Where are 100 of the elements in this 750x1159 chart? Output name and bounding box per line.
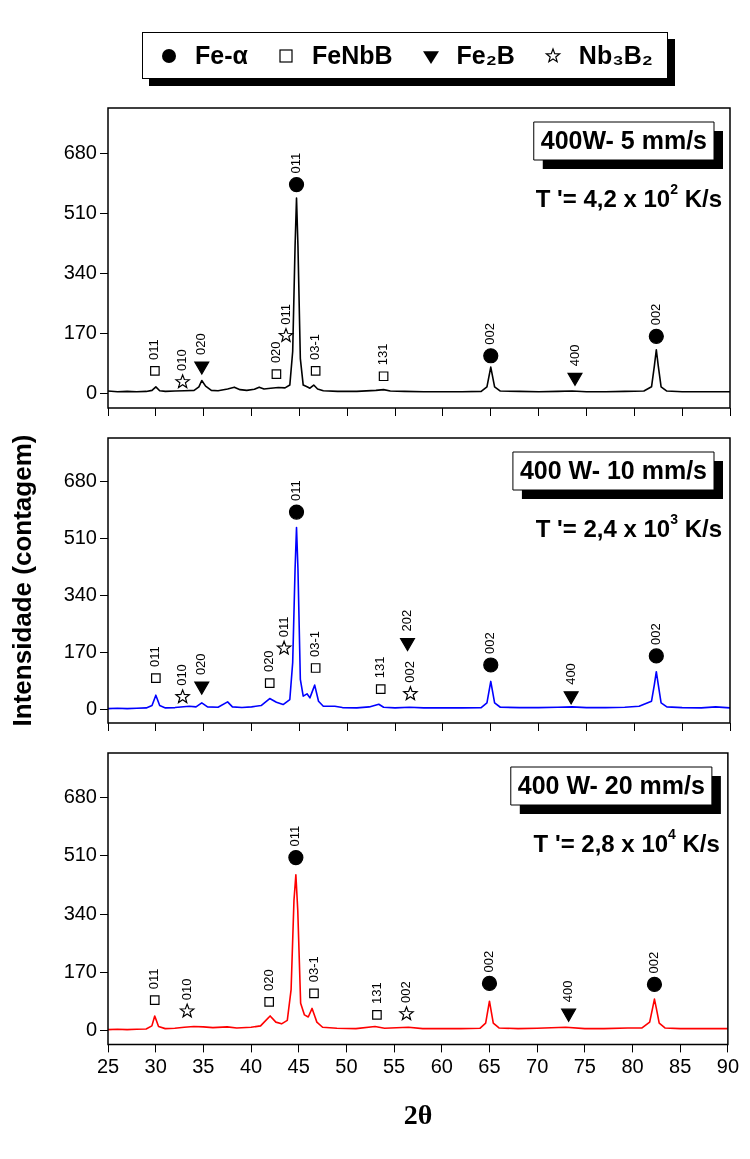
annotation: 011 xyxy=(277,303,293,325)
point xyxy=(561,1008,577,1022)
y-tick-label: 340 xyxy=(63,261,97,284)
point xyxy=(271,369,282,379)
x-tick-label: 50 xyxy=(335,1054,358,1077)
annotation: 400 xyxy=(562,663,578,685)
point xyxy=(194,681,210,695)
text: 400 W- 10 mm/s xyxy=(519,455,708,484)
annotation: 002 xyxy=(481,950,497,973)
annotation: 03-1 xyxy=(305,956,321,983)
annotation: 010 xyxy=(174,349,190,371)
point xyxy=(150,366,160,376)
x-tick-label: 90 xyxy=(716,1054,739,1077)
x-tick-label: 35 xyxy=(192,1054,215,1077)
y-tick-label: 680 xyxy=(63,469,97,492)
point xyxy=(375,684,386,694)
annotation: 400 xyxy=(560,980,576,1003)
point xyxy=(264,678,275,688)
annotation: 011 xyxy=(275,616,291,638)
y-axis-title: Intensidade (contagem) xyxy=(6,434,37,727)
x-axis-title: 2θ xyxy=(403,1099,433,1131)
point xyxy=(403,686,418,701)
annotation: 131 xyxy=(372,656,388,679)
x-tick-label: 30 xyxy=(144,1054,167,1077)
x-tick-label: 65 xyxy=(478,1054,501,1077)
point xyxy=(378,371,389,382)
point xyxy=(194,361,210,375)
point xyxy=(648,328,664,344)
point xyxy=(646,976,663,993)
annotation: 002 xyxy=(482,632,498,654)
y-tick-label: 0 xyxy=(85,381,97,404)
annotation: 002 xyxy=(398,981,414,1003)
annotation: 020 xyxy=(193,333,209,355)
x-tick-label: 60 xyxy=(430,1054,453,1077)
annotation: 011 xyxy=(288,152,304,174)
point xyxy=(175,689,190,704)
legend-label: Fe₂B xyxy=(456,41,515,70)
legend-label: Nb₃B₂ xyxy=(578,41,653,70)
annotation: 011 xyxy=(146,339,162,360)
annotation: 03-1 xyxy=(307,333,323,360)
y-tick-label: 680 xyxy=(63,141,97,164)
annotation: 002 xyxy=(482,323,498,345)
point xyxy=(288,176,305,193)
annotation: 010 xyxy=(174,664,190,686)
point xyxy=(483,657,499,673)
y-tick-label: 0 xyxy=(85,1018,97,1041)
y-tick-label: 170 xyxy=(63,959,97,982)
point xyxy=(151,673,161,683)
point xyxy=(372,1010,382,1020)
point xyxy=(276,640,292,655)
text: 400 W- 20 mm/s xyxy=(517,770,705,799)
x-tick-label: 80 xyxy=(621,1054,644,1077)
text: 400W- 5 mm/s xyxy=(540,125,708,154)
annotation: 03-1 xyxy=(307,630,323,658)
y-tick-label: 170 xyxy=(63,321,97,344)
x-tick-label: 75 xyxy=(573,1054,596,1077)
annotation: 202 xyxy=(399,609,415,632)
point xyxy=(278,328,294,342)
point xyxy=(310,663,321,673)
annotation: 020 xyxy=(193,653,209,676)
x-tick-label: 45 xyxy=(287,1054,310,1077)
x-tick-label: 40 xyxy=(239,1054,263,1077)
y-tick-label: 0 xyxy=(85,697,97,720)
point xyxy=(175,374,190,389)
x-tick-label: 85 xyxy=(669,1054,692,1077)
annotation: 011 xyxy=(146,968,162,990)
y-tick-label: 510 xyxy=(63,201,97,224)
point xyxy=(567,372,583,386)
annotation: 131 xyxy=(375,343,391,366)
point xyxy=(309,988,319,999)
annotation: 020 xyxy=(268,341,283,364)
y-tick-label: 170 xyxy=(63,640,97,663)
annotation: 131 xyxy=(368,982,384,1004)
point xyxy=(310,366,321,376)
point xyxy=(648,648,664,664)
annotation: 002 xyxy=(647,303,663,326)
point xyxy=(179,1003,195,1018)
annotation: 002 xyxy=(646,951,662,974)
annotation: 400 xyxy=(566,344,582,367)
y-tick-label: 680 xyxy=(63,785,97,808)
x-tick-label: 70 xyxy=(526,1054,549,1077)
annotation: 011 xyxy=(147,646,163,668)
x-tick-label: 55 xyxy=(382,1054,406,1077)
point xyxy=(563,691,579,705)
y-tick-label: 510 xyxy=(63,843,97,866)
annotation: 011 xyxy=(288,480,304,502)
legend-label: Fe-α xyxy=(195,41,248,70)
annotation: 020 xyxy=(261,650,277,673)
annotation: 002 xyxy=(647,623,663,645)
annotation: 011 xyxy=(287,825,303,847)
y-tick-label: 340 xyxy=(63,583,97,606)
x-tick-label: 25 xyxy=(96,1054,120,1077)
point xyxy=(399,637,416,652)
point xyxy=(149,995,160,1006)
point xyxy=(264,997,275,1007)
annotation: 020 xyxy=(260,969,276,991)
point xyxy=(481,975,498,991)
point xyxy=(288,504,305,520)
point xyxy=(288,849,304,866)
point xyxy=(399,1006,414,1021)
